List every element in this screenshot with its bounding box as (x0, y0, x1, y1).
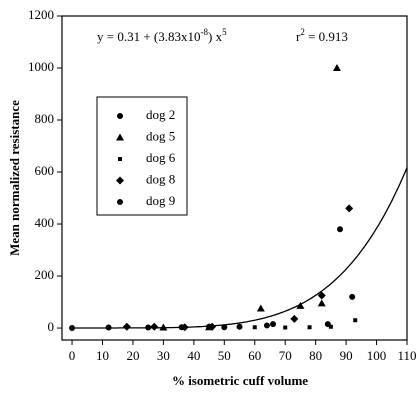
legend-label: dog 9 (146, 193, 175, 208)
point (328, 324, 333, 329)
point (290, 314, 299, 323)
point (236, 323, 243, 330)
point (349, 293, 356, 300)
point (345, 204, 354, 213)
y-tick-label: 800 (35, 111, 55, 126)
equation-text: ) x (208, 29, 223, 44)
point (122, 322, 131, 331)
point (252, 325, 257, 330)
y-tick-label: 400 (35, 215, 55, 230)
point (270, 321, 277, 328)
x-tick-label: 10 (96, 348, 109, 363)
y-axis-label: Mean normalized resistance (7, 100, 22, 256)
point (150, 322, 159, 331)
point (180, 323, 189, 332)
point (317, 291, 326, 300)
x-tick-label: 0 (69, 348, 76, 363)
legend-box (96, 96, 188, 216)
y-tick-label: 1000 (28, 59, 54, 74)
legend-label: dog 5 (146, 128, 175, 143)
point (296, 301, 305, 309)
legend-label: dog 2 (146, 107, 175, 122)
y-tick-label: 0 (48, 319, 55, 334)
legend-label: dog 6 (146, 150, 176, 165)
x-tick-label: 60 (248, 348, 261, 363)
point (208, 322, 217, 331)
x-axis-label: % isometric cuff volume (172, 373, 308, 388)
plot-frame (61, 15, 408, 341)
legend-marker (118, 157, 122, 161)
x-tick-label: 20 (126, 348, 139, 363)
legend-label: dog 8 (146, 171, 175, 186)
r-squared: r2 = 0.913 (296, 27, 348, 44)
point (307, 325, 312, 330)
point (337, 226, 344, 233)
point (105, 324, 112, 331)
r2-exp: 2 (300, 27, 305, 37)
point (324, 321, 331, 328)
point (283, 325, 288, 330)
point (263, 322, 270, 329)
r2-text: r (296, 29, 301, 44)
r2-text: = 0.913 (305, 29, 348, 44)
legend-marker (116, 176, 124, 185)
equation-exp: -8 (201, 27, 209, 37)
x-tick-label: 50 (218, 348, 231, 363)
point (256, 304, 265, 312)
y-tick-label: 600 (35, 163, 55, 178)
legend-marker (116, 133, 124, 141)
point (145, 324, 152, 331)
equation-exp: 5 (222, 27, 227, 37)
x-tick-label: 110 (397, 348, 416, 363)
legend-marker (117, 113, 123, 119)
y-tick-label: 200 (35, 267, 55, 282)
point (353, 318, 358, 323)
x-tick-label: 30 (157, 348, 170, 363)
equation: y = 0.31 + (3.83x10-8) x5 (97, 27, 227, 44)
point (69, 325, 76, 332)
point (221, 324, 228, 331)
point (159, 323, 168, 331)
equation-text: y = 0.31 + (3.83x10 (97, 29, 201, 44)
x-tick-label: 90 (340, 348, 353, 363)
y-tick-label: 1200 (28, 7, 54, 22)
x-tick-label: 40 (187, 348, 200, 363)
x-tick-label: 100 (367, 348, 387, 363)
point (332, 64, 341, 72)
x-tick-label: 70 (279, 348, 292, 363)
legend-marker (117, 199, 123, 205)
point (317, 299, 326, 307)
x-tick-label: 80 (309, 348, 322, 363)
